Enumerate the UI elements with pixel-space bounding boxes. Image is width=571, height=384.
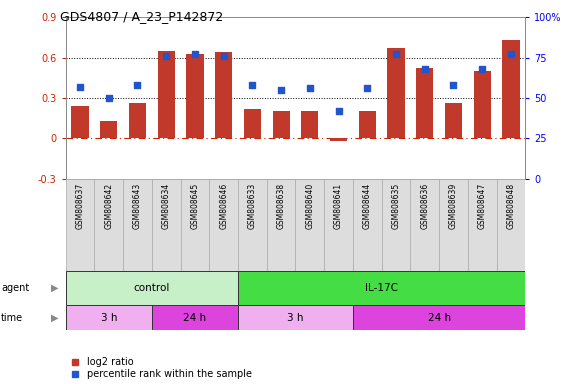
Bar	[158, 51, 175, 138]
Text: GSM808645: GSM808645	[191, 183, 199, 229]
Bar	[330, 138, 347, 141]
Point	[190, 51, 199, 58]
Bar	[238, 271, 525, 305]
Bar	[66, 271, 238, 305]
Bar	[497, 179, 525, 271]
Bar	[301, 111, 319, 138]
Text: GSM808634: GSM808634	[162, 183, 171, 229]
Point	[506, 51, 516, 58]
Point	[276, 87, 286, 93]
Bar	[66, 305, 152, 330]
Text: GSM808647: GSM808647	[478, 183, 486, 229]
Point	[162, 53, 171, 59]
Bar	[100, 121, 118, 138]
Text: GSM808643: GSM808643	[133, 183, 142, 229]
Text: GSM808641: GSM808641	[334, 183, 343, 229]
Legend: log2 ratio, percentile rank within the sample: log2 ratio, percentile rank within the s…	[65, 357, 252, 379]
Bar	[353, 179, 381, 271]
Bar	[324, 179, 353, 271]
Bar	[381, 179, 411, 271]
Bar	[272, 111, 289, 138]
Bar	[66, 179, 94, 271]
Point	[478, 66, 487, 72]
Bar	[502, 40, 520, 138]
Point	[133, 82, 142, 88]
Text: 24 h: 24 h	[428, 313, 451, 323]
Bar	[411, 179, 439, 271]
Text: GSM808637: GSM808637	[75, 183, 85, 229]
Text: ▶: ▶	[51, 313, 59, 323]
Text: 24 h: 24 h	[183, 313, 207, 323]
Bar	[215, 52, 232, 138]
Text: GSM808642: GSM808642	[104, 183, 113, 229]
Bar	[416, 68, 433, 138]
Bar	[439, 179, 468, 271]
Text: GDS4807 / A_23_P142872: GDS4807 / A_23_P142872	[60, 10, 223, 23]
Bar	[359, 111, 376, 138]
Point	[334, 108, 343, 114]
Bar	[152, 179, 180, 271]
Point	[248, 82, 257, 88]
Text: GSM808635: GSM808635	[392, 183, 400, 229]
Bar	[445, 103, 462, 138]
Point	[219, 53, 228, 59]
Bar	[468, 179, 497, 271]
Bar	[267, 179, 296, 271]
Point	[104, 95, 113, 101]
Bar	[387, 48, 405, 138]
Bar	[129, 103, 146, 138]
Point	[363, 85, 372, 91]
Bar	[123, 179, 152, 271]
Text: GSM808638: GSM808638	[276, 183, 286, 229]
Point	[305, 85, 315, 91]
Text: GSM808639: GSM808639	[449, 183, 458, 229]
Text: time: time	[1, 313, 23, 323]
Bar	[71, 106, 89, 138]
Bar	[238, 179, 267, 271]
Bar	[94, 179, 123, 271]
Text: GSM808640: GSM808640	[305, 183, 315, 229]
Bar	[186, 54, 204, 138]
Text: control: control	[134, 283, 170, 293]
Bar	[210, 179, 238, 271]
Bar	[473, 71, 491, 138]
Text: GSM808633: GSM808633	[248, 183, 257, 229]
Text: GSM808636: GSM808636	[420, 183, 429, 229]
Point	[392, 51, 401, 58]
Bar	[238, 305, 353, 330]
Text: GSM808644: GSM808644	[363, 183, 372, 229]
Bar	[353, 305, 525, 330]
Point	[75, 84, 85, 90]
Bar	[180, 179, 210, 271]
Text: GSM808646: GSM808646	[219, 183, 228, 229]
Text: 3 h: 3 h	[287, 313, 304, 323]
Text: GSM808648: GSM808648	[506, 183, 516, 229]
Text: ▶: ▶	[51, 283, 59, 293]
Text: IL-17C: IL-17C	[365, 283, 398, 293]
Text: agent: agent	[1, 283, 29, 293]
Bar	[244, 109, 261, 138]
Bar	[152, 305, 238, 330]
Point	[420, 66, 429, 72]
Text: 3 h: 3 h	[100, 313, 117, 323]
Bar	[296, 179, 324, 271]
Point	[449, 82, 458, 88]
